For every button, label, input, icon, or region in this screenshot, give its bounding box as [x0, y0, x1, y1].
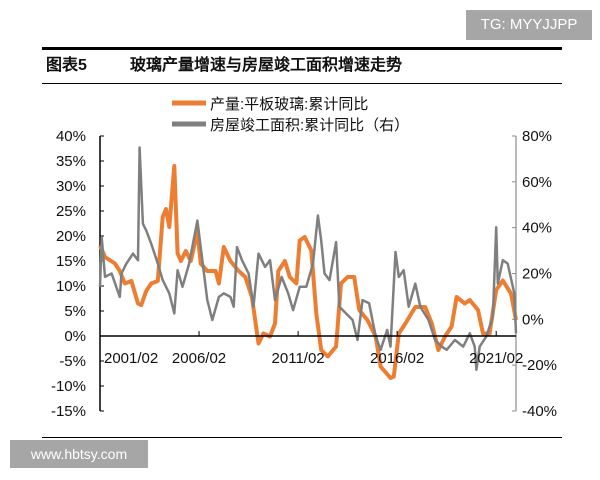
right-tick-label: -20% — [522, 357, 557, 374]
left-tick-label: -5% — [59, 353, 86, 370]
watermark-site: www.hbtsy.com — [10, 440, 148, 468]
legend-label-completion: 房屋竣工面积:累计同比（右） — [210, 117, 409, 134]
title-top-rule — [42, 47, 562, 50]
left-tick-label: 10% — [56, 278, 86, 295]
left-tick-label: 15% — [56, 253, 86, 270]
legend-label-glass: 产量:平板玻璃:累计同比 — [210, 95, 368, 113]
x-tick-label: 2011/02 — [272, 350, 325, 367]
left-tick-label: 30% — [56, 178, 86, 195]
left-tick-label: 0% — [64, 328, 86, 345]
watermark-telegram: TG: MYYJJPP — [466, 10, 592, 40]
figure-bottom-rule — [42, 437, 562, 438]
left-tick-label: -15% — [51, 403, 86, 420]
legend: 产量:平板玻璃:累计同比 房屋竣工面积:累计同比（右） — [172, 95, 409, 134]
left-tick-label: 40% — [56, 128, 86, 145]
right-tick-label: 60% — [522, 174, 552, 191]
figure-title-text: 玻璃产量增速与房屋竣工面积增速走势 — [130, 57, 403, 74]
left-tick-label: -10% — [51, 378, 86, 395]
x-tick-label: 2001/02 — [104, 350, 158, 367]
title-bottom-rule — [42, 83, 562, 84]
left-tick-label: 5% — [64, 303, 86, 320]
x-tick-label: 2021/02 — [469, 350, 523, 367]
right-tick-label: 20% — [522, 266, 552, 283]
left-tick-label: 25% — [56, 203, 86, 220]
left-tick-label: 20% — [56, 228, 86, 245]
right-tick-label: 0% — [522, 311, 544, 328]
figure-number: 图表5 — [46, 57, 87, 74]
figure-title: 图表5 玻璃产量增速与房屋竣工面积增速走势 — [46, 51, 402, 75]
left-tick-label: 35% — [56, 153, 86, 170]
right-tick-label: 80% — [522, 128, 552, 145]
right-tick-label: 40% — [522, 220, 552, 237]
series-line-glass-output — [98, 164, 518, 380]
x-tick-label: 2006/02 — [172, 350, 226, 367]
x-tick-label: 2016/02 — [370, 350, 424, 367]
right-tick-label: -40% — [522, 403, 557, 420]
